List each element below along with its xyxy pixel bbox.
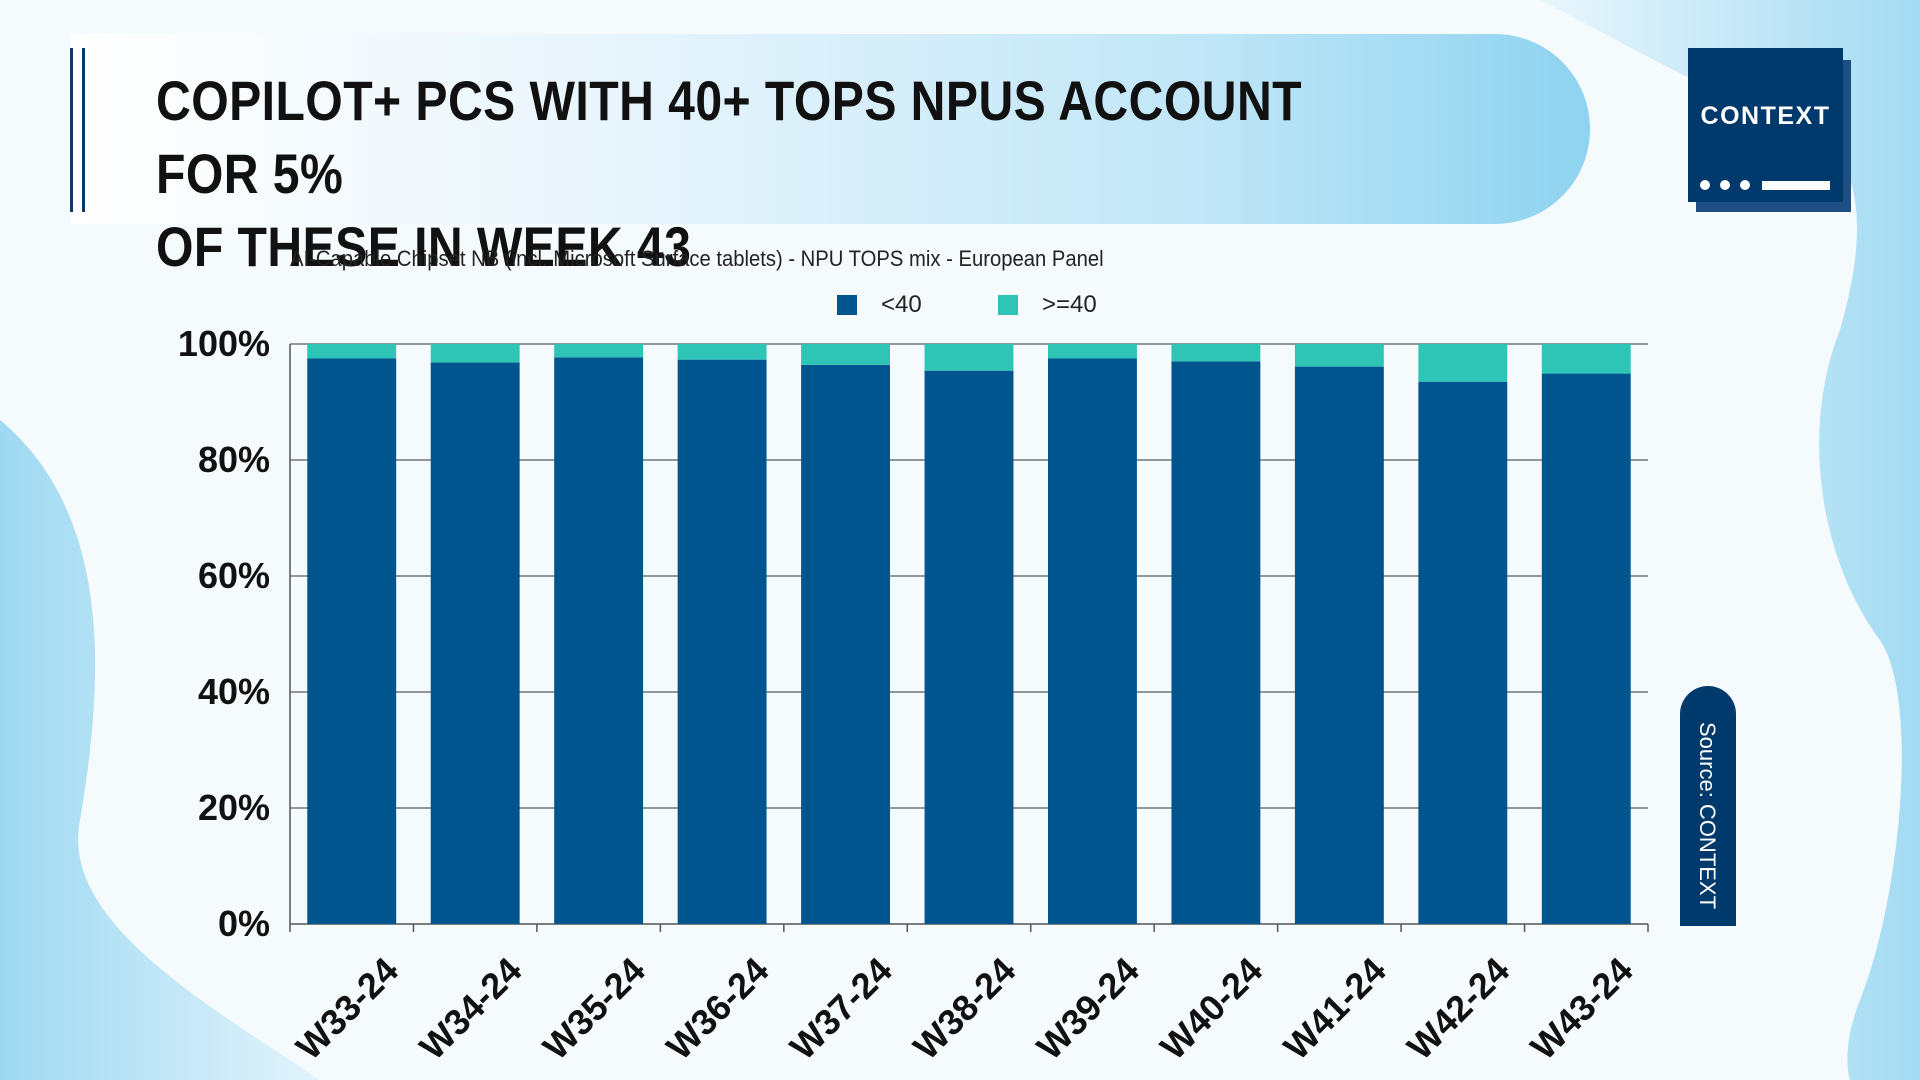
legend-label-40-plus: >=40	[1042, 291, 1097, 318]
y-tick-label: 0%	[218, 903, 270, 944]
title-line-2: OF THESE IN WEEK 43	[156, 215, 692, 278]
bar-segment-40-plus	[801, 344, 890, 365]
bar-segment-under-40	[1541, 373, 1631, 925]
bar-segment-40-plus	[1541, 344, 1631, 374]
logo-text: CONTEXT	[1700, 102, 1831, 130]
bar-segment-under-40	[677, 359, 767, 924]
x-tick-label: W41-24	[1276, 949, 1394, 1067]
bar-segment-under-40	[924, 370, 1014, 924]
y-tick-label: 40%	[198, 671, 270, 712]
x-tick-label: W42-24	[1399, 949, 1517, 1067]
x-tick-label: W36-24	[658, 949, 776, 1067]
x-tick-label: W40-24	[1152, 949, 1270, 1067]
legend-swatch-40-plus	[998, 295, 1018, 315]
page-title: COPILOT+ PCS WITH 40+ TOPS NPUS ACCOUNT …	[156, 64, 1377, 283]
title-line-1: COPILOT+ PCS WITH 40+ TOPS NPUS ACCOUNT …	[156, 69, 1303, 205]
y-tick-label: 60%	[198, 555, 270, 596]
bar-segment-under-40	[1294, 366, 1384, 924]
source-pill	[1680, 686, 1736, 926]
bar-segment-under-40	[1418, 381, 1508, 924]
bar-segment-40-plus	[307, 344, 397, 359]
bar-segment-under-40	[307, 358, 397, 924]
bar-segment-under-40	[1171, 361, 1261, 924]
bar-segment-40-plus	[430, 344, 520, 363]
chart-title: AI-Capable Chipset NB (incl. Microsoft S…	[290, 246, 1104, 271]
x-tick-label: W35-24	[535, 949, 653, 1067]
x-tick-label: W37-24	[782, 949, 900, 1067]
source-label: Source: CONTEXT	[1695, 722, 1720, 910]
bar-segment-40-plus	[1171, 344, 1261, 362]
bar-segment-40-plus	[1418, 344, 1508, 382]
context-logo: CONTEXT	[1688, 48, 1843, 202]
x-tick-label: W33-24	[288, 949, 406, 1067]
bar-segment-40-plus	[1048, 344, 1137, 359]
x-tick-label: W39-24	[1029, 949, 1147, 1067]
legend-label-under-40: <40	[881, 291, 922, 318]
bar-segment-under-40	[1048, 358, 1137, 924]
title-accent-bars	[70, 48, 88, 212]
legend-swatch-under-40	[837, 295, 857, 315]
logo-bar-icon	[1762, 181, 1830, 190]
x-tick-label: W38-24	[905, 949, 1023, 1067]
title-band	[70, 34, 1590, 224]
bar-segment-40-plus	[677, 344, 767, 360]
bar-segment-40-plus	[1294, 344, 1384, 367]
bar-segment-under-40	[801, 364, 890, 924]
bar-segment-40-plus	[924, 344, 1014, 371]
bar-segment-under-40	[430, 362, 520, 924]
bar-segment-under-40	[554, 357, 644, 925]
x-tick-label: W43-24	[1522, 949, 1640, 1067]
y-tick-label: 100%	[178, 323, 270, 364]
y-tick-label: 80%	[198, 439, 270, 480]
bar-segment-40-plus	[554, 344, 644, 358]
y-tick-label: 20%	[198, 787, 270, 828]
x-tick-label: W34-24	[411, 949, 529, 1067]
